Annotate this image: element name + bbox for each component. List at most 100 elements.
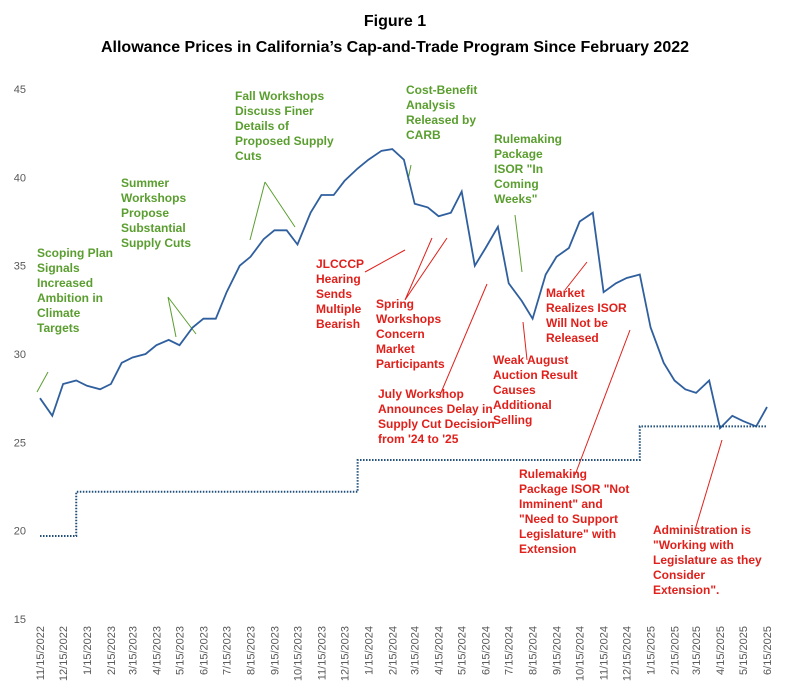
x-tick-label: 5/15/2024 [457,626,469,675]
annotation-line: Discuss Finer [235,104,314,118]
annotation-line: Propose [121,206,169,220]
annotation-line: Announces Delay in [378,402,493,416]
annotation-line: Extension". [653,583,719,597]
annotation-line: Signals [37,261,80,275]
annotation-line: Hearing [316,272,361,286]
x-tick-label: 3/15/2024 [410,626,422,675]
x-tick-label: 4/15/2023 [151,626,163,675]
x-tick-label: 9/15/2024 [552,626,564,675]
annotation-line: Supply Cut Decision [378,417,495,431]
annotation-line: Imminent" and [519,497,603,511]
annotation-line: Bearish [316,317,360,331]
annotation-line: from '24 to '25 [378,432,459,446]
x-tick-label: 7/15/2024 [504,626,516,675]
x-tick-label: 9/15/2023 [269,626,281,675]
annotation-line: Concern [376,327,425,341]
x-tick-label: 6/15/2023 [198,626,210,675]
annotation-line: Released by [406,113,476,127]
x-tick-label: 11/15/2023 [316,626,328,680]
x-tick-label: 3/15/2025 [691,626,703,675]
annotation-line: July Workshop [378,387,464,401]
annotation-line: Coming [494,177,539,191]
annotation-line: Package ISOR "Not [519,482,629,496]
x-tick-label: 2/15/2023 [106,626,118,675]
annotation-line: Proposed Supply [235,134,334,148]
x-tick-label: 8/15/2024 [528,626,540,675]
x-tick-label: 1/15/2024 [363,626,375,675]
x-tick-label: 6/15/2025 [762,626,774,675]
annotation-line: Workshops [376,312,441,326]
x-tick-label: 7/15/2023 [222,626,234,675]
annotation-line: Market [376,342,415,356]
annotation-line: Participants [376,357,445,371]
annotation: Administration is"Working withLegislatur… [653,523,762,597]
annotation-line: Summer [121,176,169,190]
x-tick-label: 8/15/2023 [245,626,257,675]
x-tick-label: 12/15/2023 [340,626,352,681]
annotation-line: Released [546,331,599,345]
x-tick-label: 6/15/2024 [481,626,493,675]
y-tick-label: 25 [14,437,26,449]
annotation-line: "Working with [653,538,734,552]
annotation-line: Ambition in [37,291,103,305]
annotation-line: Climate [37,306,81,320]
arrow [404,237,448,301]
arrow [167,296,197,338]
annotation-line: Substantial [121,221,186,235]
annotation-line: CARB [406,128,441,142]
annotation-line: Rulemaking [519,467,587,481]
x-tick-label: 12/15/2024 [622,626,634,681]
x-tick-label: 11/15/2022 [35,626,47,680]
annotation-line: Weeks" [494,192,538,206]
x-tick-label: 4/15/2025 [715,626,727,675]
annotation-line: Details of [235,119,290,133]
annotation-line: Legislature as they [653,553,762,567]
arrow [249,181,296,241]
chart-title: Figure 1 [364,13,426,30]
annotation-line: Selling [493,413,532,427]
annotation-line: Realizes ISOR [546,301,627,315]
x-tick-label: 2/15/2025 [669,626,681,675]
y-tick-label: 20 [14,526,26,538]
annotation-line: ISOR "In [494,162,543,176]
arrow [574,329,631,476]
y-tick-label: 30 [14,349,26,361]
arrow [514,214,523,273]
annotation-line: Additional [493,398,552,412]
arrow [36,371,49,393]
annotation-line: Auction Result [493,368,578,382]
x-tick-label: 3/15/2023 [128,626,140,675]
annotation-arrows [36,164,723,531]
annotation-line: Workshops [121,191,186,205]
x-tick-label: 2/15/2024 [387,626,399,675]
x-tick-label: 1/15/2023 [82,626,94,675]
chart-subtitle: Allowance Prices in California’s Cap-and… [101,39,689,56]
annotation-line: Spring [376,297,414,311]
x-tick-label: 5/15/2025 [738,626,750,675]
annotation-line: Increased [37,276,93,290]
arrow [439,283,488,396]
annotation-line: Rulemaking [494,132,562,146]
annotation-line: Causes [493,383,536,397]
annotation-line: Fall Workshops [235,89,324,103]
annotation-line: Supply Cuts [121,236,191,250]
x-tick-label: 12/15/2022 [58,626,70,681]
annotation-line: Legislature" with [519,527,616,541]
series-line [39,148,768,430]
arrow [694,439,723,531]
annotation-line: Cuts [235,149,262,163]
x-tick-label: 11/15/2024 [599,626,611,680]
annotation-line: Analysis [406,98,456,112]
arrow [522,321,528,361]
annotation: SummerWorkshopsProposeSubstantialSupply … [121,176,191,250]
y-tick-label: 40 [14,172,26,184]
